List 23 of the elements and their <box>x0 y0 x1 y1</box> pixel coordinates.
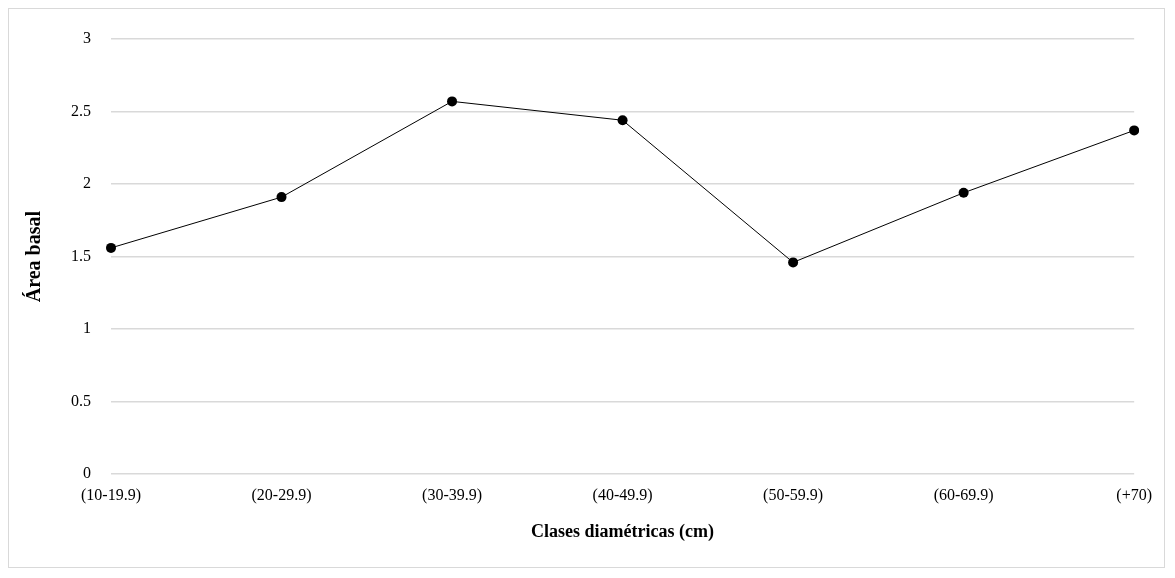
x-tick-label: (+70) <box>1116 486 1152 504</box>
y-tick-label: 2.5 <box>71 101 91 119</box>
x-tick-label: (30-39.9) <box>422 486 483 504</box>
x-tick-label: (10-19.9) <box>81 486 141 504</box>
y-tick-label: 1.5 <box>71 246 91 264</box>
x-tick-label: (40-49.9) <box>592 486 653 504</box>
y-axis-title: Área basal <box>22 210 45 303</box>
y-tick-label: 0.5 <box>71 391 91 409</box>
y-tick-label: 2 <box>83 174 91 192</box>
y-tick-label: 1 <box>83 319 91 337</box>
x-tick-label: (50-59.9) <box>763 486 824 504</box>
point <box>1129 125 1140 136</box>
point <box>788 257 799 268</box>
point <box>106 242 116 253</box>
x-axis-title: Clases diamétricas (cm) <box>531 520 715 542</box>
point <box>447 96 458 107</box>
y-tick-label: 0 <box>83 464 91 482</box>
y-tick-label: 3 <box>83 29 91 47</box>
point <box>617 115 628 126</box>
x-tick-label: (60-69.9) <box>933 486 994 504</box>
point <box>276 192 287 203</box>
x-tick-label: (20-29.9) <box>251 486 312 504</box>
point <box>958 187 969 198</box>
